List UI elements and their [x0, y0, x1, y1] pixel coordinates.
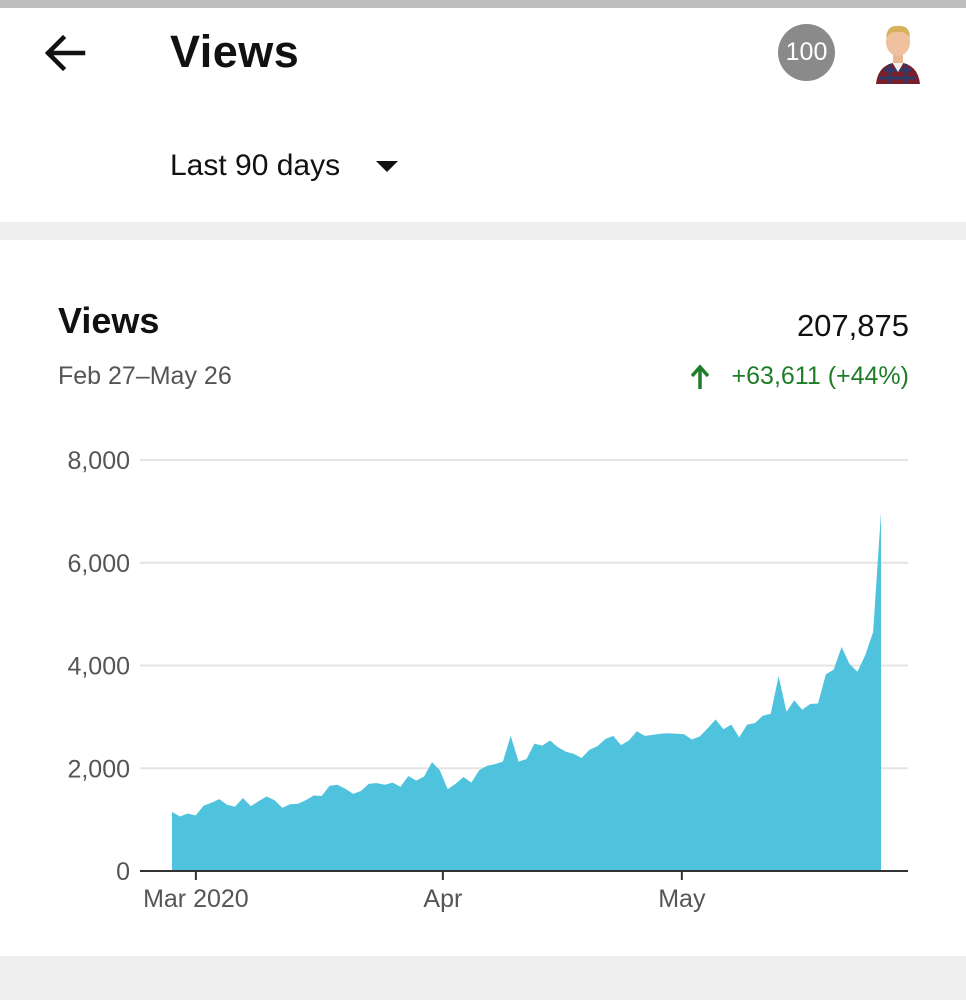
app-header: Views 100 Last 90 days: [0, 8, 966, 222]
y-tick-label: 8,000: [67, 447, 130, 475]
date-range-dropdown[interactable]: Last 90 days: [170, 144, 399, 188]
x-tick-label: May: [658, 885, 706, 913]
arrow-left-icon: [44, 34, 86, 72]
views-total: 207,875: [796, 308, 909, 343]
page-title: Views: [170, 26, 300, 77]
date-range-label: Last 90 days: [170, 149, 341, 182]
user-avatar: [876, 25, 920, 84]
y-tick-label: 6,000: [67, 550, 130, 578]
section-divider: [0, 222, 966, 240]
notification-badge[interactable]: 100: [778, 24, 835, 81]
x-tick-label: Mar 2020: [143, 885, 249, 913]
views-change: +63,611 (+44%): [690, 362, 909, 391]
card-title: Views: [58, 300, 160, 341]
views-area-chart: 0 2,000 4,000 6,000 8,000 Mar 2020 Apr May: [67, 447, 908, 913]
back-button[interactable]: [40, 28, 90, 78]
arrow-up-icon: [690, 363, 709, 389]
avatar[interactable]: [870, 20, 926, 84]
x-tick-label: Apr: [423, 885, 462, 913]
y-tick-label: 4,000: [67, 653, 130, 681]
views-change-value: +63,611 (+44%): [731, 362, 909, 390]
section-divider-bottom: [0, 956, 966, 1000]
caret-down-icon: [376, 160, 399, 172]
views-area-series: [172, 512, 881, 871]
views-card: Views Feb 27–May 26 207,875 +63,611 (+44…: [0, 240, 966, 956]
status-strip: [0, 0, 966, 8]
y-tick-label: 2,000: [67, 755, 130, 783]
y-tick-label: 0: [116, 858, 130, 886]
card-date-range: Feb 27–May 26: [58, 362, 232, 390]
